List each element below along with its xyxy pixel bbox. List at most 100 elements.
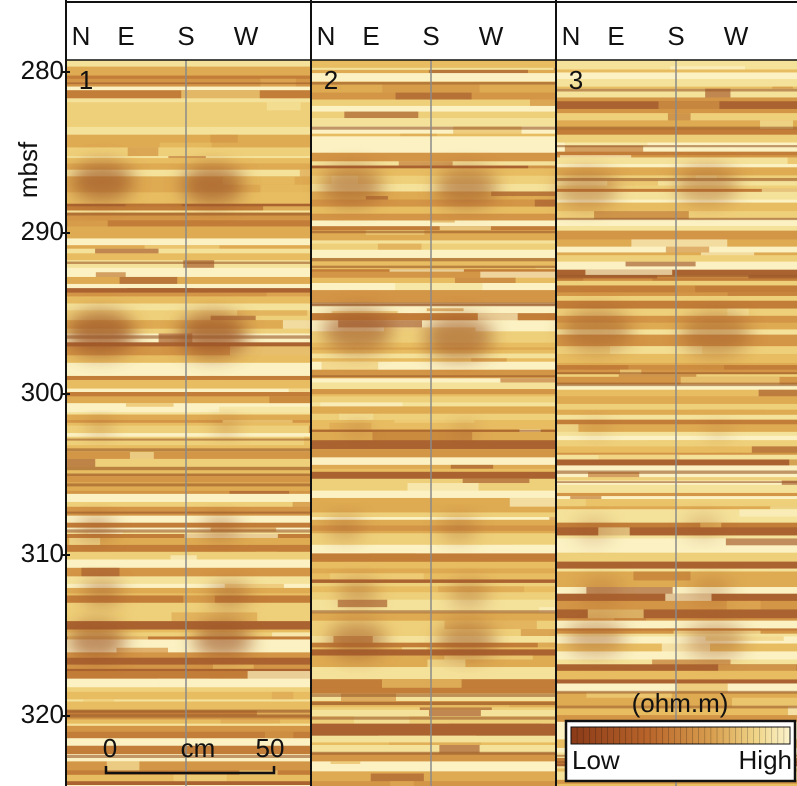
stripe — [311, 402, 558, 407]
stripe — [66, 506, 313, 517]
stripe — [311, 773, 558, 782]
conductive-zone — [66, 311, 136, 356]
stripe-patch — [646, 492, 693, 497]
stripe-patch — [210, 134, 238, 144]
stripe — [311, 533, 558, 539]
conductive-zone — [208, 581, 251, 608]
direction-label: S — [177, 21, 194, 51]
stripe — [66, 522, 313, 529]
stripe — [66, 110, 313, 116]
stripe-patch — [758, 389, 797, 397]
conductive-zone — [690, 575, 733, 603]
stripe — [311, 175, 558, 185]
stripe — [66, 134, 313, 144]
dark-band — [66, 261, 311, 264]
conductive-zone — [66, 622, 126, 660]
stripe-patch — [585, 269, 673, 276]
stripe — [66, 436, 313, 446]
stripe — [311, 266, 558, 270]
stripe-patch — [271, 691, 294, 700]
stripe-patch — [770, 506, 797, 510]
stripe — [311, 271, 558, 279]
stripe-patch — [658, 101, 720, 110]
stripe — [311, 361, 558, 371]
stripe — [311, 744, 558, 754]
stripe — [66, 355, 313, 364]
stripe — [311, 642, 558, 648]
conductive-zone — [685, 621, 745, 660]
dark-band — [311, 716, 556, 720]
stripe — [66, 710, 313, 716]
conductive-zone — [582, 419, 611, 438]
conductive-zone — [439, 516, 479, 541]
stripe-patch — [426, 308, 464, 312]
stripe — [311, 629, 558, 637]
stripe — [311, 752, 558, 762]
stripe-patch — [607, 180, 659, 187]
stripe — [66, 303, 313, 311]
stripe — [66, 66, 313, 77]
conductive-zone — [574, 517, 613, 543]
stripe-patch — [330, 761, 361, 765]
stripe — [66, 296, 313, 304]
stripe — [311, 561, 558, 569]
stripe-patch — [477, 313, 518, 321]
stripe-patch — [583, 278, 653, 282]
stripe — [311, 592, 558, 601]
stripe — [311, 196, 558, 201]
stripe-patch — [512, 544, 571, 548]
stripe-patch — [219, 406, 312, 413]
stripe-patch — [770, 568, 797, 572]
stripe — [311, 525, 558, 532]
stripe — [311, 582, 558, 587]
stripe-patch — [181, 90, 260, 99]
dark-band — [311, 610, 556, 614]
stripe-patch — [365, 196, 388, 201]
stripe — [66, 315, 313, 321]
legend-high: High — [739, 745, 792, 775]
stripe-patch — [255, 551, 277, 556]
stripe-patch — [761, 188, 797, 193]
stripe-patch — [369, 553, 416, 563]
stripe-patch — [677, 683, 728, 693]
stripe — [66, 406, 313, 413]
stripe — [66, 114, 313, 124]
direction-label: E — [362, 21, 379, 51]
stripe — [311, 168, 558, 177]
stripe-patch — [229, 490, 290, 495]
depth-axis-label: mbsf — [13, 141, 43, 198]
dark-band — [66, 714, 311, 718]
stripe — [311, 705, 558, 708]
stripe-patch — [83, 699, 115, 703]
stripe — [311, 667, 558, 672]
stripe — [66, 668, 313, 672]
stripe-patch — [402, 647, 428, 650]
dark-band — [66, 466, 311, 471]
stripe — [66, 195, 313, 205]
depth-tick-label: 310 — [21, 538, 64, 568]
stripe — [311, 620, 558, 630]
stripe — [66, 163, 313, 171]
conductive-zone — [579, 576, 622, 603]
stripe-patch — [587, 609, 644, 619]
dark-band — [66, 529, 311, 533]
stripe — [66, 276, 313, 285]
stripe-patch — [394, 419, 475, 424]
stripe-patch — [564, 142, 648, 147]
stripe-patch — [670, 66, 745, 70]
stripe — [66, 123, 313, 128]
conductive-zone — [683, 514, 723, 539]
stripe-patch — [247, 671, 315, 680]
direction-label: W — [479, 21, 504, 51]
stripe-patch — [95, 248, 159, 254]
stripe — [311, 517, 558, 521]
stripe — [66, 253, 313, 261]
stripe — [311, 422, 558, 430]
stripe-patch — [564, 145, 644, 153]
stripe-patch — [329, 573, 424, 580]
stripe — [66, 576, 313, 585]
stripe-patch — [586, 587, 673, 595]
stripe — [66, 544, 313, 553]
dark-band — [66, 709, 311, 713]
stripe-patch — [718, 664, 797, 672]
